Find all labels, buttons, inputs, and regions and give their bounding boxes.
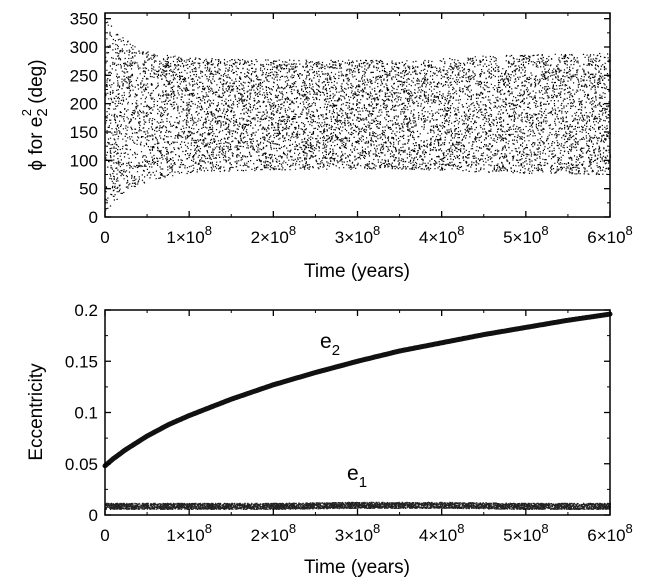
x-tick-label: 1×108 <box>166 521 212 545</box>
phase-panel: 0 1×108 2×108 3×108 4×108 5×108 6×108 0 50 100 150… <box>19 10 633 282</box>
y-tick-label: 50 <box>79 180 98 199</box>
x-tick-label: 3×108 <box>335 223 381 247</box>
x-tick-label: 3×108 <box>335 521 381 545</box>
y-tick-label: 150 <box>70 123 98 142</box>
eccentricity-x-axis-title: Time (years) <box>304 557 410 578</box>
x-tick-label: 2×108 <box>251 521 297 545</box>
eccentricity-ticks: 0 1×108 2×108 3×108 4×108 5×108 6×108 0 0.05 0.1 0… <box>65 301 633 545</box>
series-e1-band <box>105 501 611 510</box>
phase-y-axis-title: ϕ for e22 (deg) <box>19 59 51 170</box>
series-label-e1: e1 <box>347 462 367 491</box>
eccentricity-series <box>102 311 613 510</box>
y-tick-label: 0.05 <box>65 455 98 474</box>
x-tick-label: 1×108 <box>166 223 212 247</box>
x-tick-label: 5×108 <box>503 521 549 545</box>
eccentricity-panel: 0 1×108 2×108 3×108 4×108 5×108 6×108 0 0.05 0.1 0… <box>26 301 633 578</box>
y-tick-label: 0.2 <box>74 301 98 320</box>
phase-angle-points <box>105 21 612 211</box>
y-tick-label: 0 <box>89 506 98 525</box>
x-tick-label: 0 <box>100 526 109 545</box>
y-tick-label: 100 <box>70 151 98 170</box>
x-tick-label: 4×108 <box>419 223 465 247</box>
x-tick-label: 5×108 <box>503 223 549 247</box>
y-tick-label: 250 <box>70 66 98 85</box>
x-tick-label: 6×108 <box>587 223 633 247</box>
x-tick-label: 0 <box>100 228 109 247</box>
phase-x-axis-title: Time (years) <box>304 261 410 282</box>
series-e2-line <box>102 311 613 469</box>
y-tick-label: 350 <box>70 10 98 29</box>
series-label-e2: e2 <box>320 330 340 359</box>
x-tick-label: 4×108 <box>419 521 465 545</box>
y-tick-label: 0.15 <box>65 352 98 371</box>
phase-ticks: 0 1×108 2×108 3×108 4×108 5×108 6×108 0 50 100 150… <box>70 10 633 247</box>
y-tick-label: 200 <box>70 95 98 114</box>
phase-plot-frame <box>104 12 611 218</box>
x-tick-label: 6×108 <box>587 521 633 545</box>
eccentricity-y-axis-title: Eccentricity <box>26 363 47 461</box>
y-tick-label: 0.1 <box>74 404 98 423</box>
y-tick-label: 300 <box>70 38 98 57</box>
phase-scatter-points <box>105 21 612 211</box>
x-tick-label: 2×108 <box>251 223 297 247</box>
y-tick-label: 0 <box>89 208 98 227</box>
